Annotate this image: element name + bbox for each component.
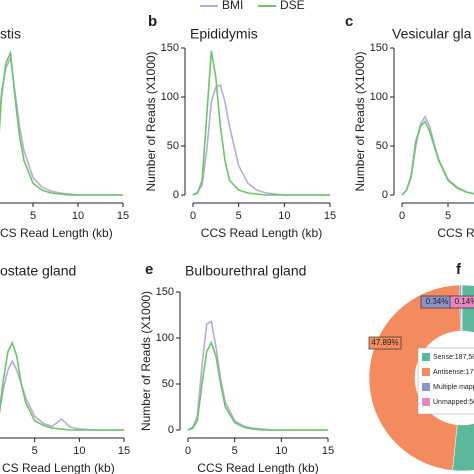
x-tick-label: 15	[118, 445, 130, 457]
y-axis-label: Number of Reads (X1000)	[139, 291, 153, 431]
y-tick-label: 150	[370, 42, 388, 54]
x-tick-label: 5	[445, 210, 451, 222]
legend-label: BMI	[222, 0, 243, 12]
x-tick-label: 15	[324, 210, 336, 222]
y-tick-label: 100	[370, 91, 388, 103]
x-tick-label: 10	[278, 210, 290, 222]
legend-label: DSE	[280, 0, 305, 12]
x-axis-label: CCS Read Length (kb)	[201, 226, 322, 240]
y-tick-label: 0	[382, 189, 388, 201]
panel-title: ostate gland	[0, 263, 76, 279]
y-tick-label: 0	[168, 424, 174, 436]
y-tick-label: 50	[162, 378, 174, 390]
panel-title: Vesicular gla	[392, 26, 472, 42]
value-label: 0.14%	[455, 297, 474, 306]
series-line	[401, 120, 474, 196]
series-line	[192, 50, 330, 196]
x-tick-label: 0	[185, 445, 191, 457]
y-tick-label: 50	[376, 140, 388, 152]
x-tick-label: 15	[322, 445, 334, 457]
legend-label: Unmapped:50	[433, 399, 474, 406]
panel-title: stis	[0, 26, 21, 42]
y-tick-label: 150	[156, 286, 174, 298]
legend-swatch	[422, 383, 430, 391]
panel-title: Bulbourethral gland	[185, 263, 306, 279]
y-tick-label: 150	[161, 42, 179, 54]
x-tick-label: 5	[30, 210, 36, 222]
legend-label: Multiple mapped	[433, 384, 474, 391]
legend-swatch	[422, 398, 430, 406]
x-tick-label: 10	[275, 445, 287, 457]
series-line	[187, 340, 328, 431]
panel-label: c	[345, 13, 353, 30]
legend-label: Sense:187,509	[433, 354, 474, 361]
x-tick-label: 5	[232, 445, 238, 457]
legend-swatch	[422, 353, 430, 361]
y-tick-label: 0	[173, 189, 179, 201]
y-axis-label: Number of Reads (X1000)	[144, 51, 158, 191]
x-tick-label: 0	[190, 210, 196, 222]
x-tick-label: 10	[73, 445, 85, 457]
x-tick-label: 5	[32, 445, 38, 457]
value-label: 47.89%	[371, 338, 398, 347]
x-axis-label: CS Read Length (kb)	[0, 226, 113, 240]
panel-label: b	[148, 13, 157, 30]
x-tick-label: 10	[72, 210, 84, 222]
legend-label: Antisense:173,	[433, 369, 474, 376]
series-line	[192, 84, 330, 196]
x-tick-label: 5	[236, 210, 242, 222]
panel-label: f	[456, 261, 462, 278]
series-line	[0, 340, 124, 431]
y-tick-label: 100	[156, 332, 174, 344]
x-axis-label: CCS Read Length (kb)	[197, 461, 318, 474]
value-label-box	[368, 336, 402, 350]
panel-label: e	[145, 261, 153, 278]
y-tick-label: 100	[161, 91, 179, 103]
legend-swatch	[422, 368, 430, 376]
x-tick-label: 0	[399, 210, 405, 222]
value-label: 0.34%	[426, 297, 449, 306]
x-tick-label: 15	[117, 210, 129, 222]
y-axis-label: Number of Reads (X1000)	[353, 51, 367, 191]
x-axis-label: CS Read Length (kb)	[2, 461, 115, 474]
y-tick-label: 50	[167, 140, 179, 152]
panel-title: Epididymis	[190, 26, 258, 42]
x-axis-label: CCS Read L	[437, 226, 474, 240]
series-line	[0, 49, 123, 196]
series-line	[187, 320, 328, 431]
value-label-box	[449, 295, 474, 309]
